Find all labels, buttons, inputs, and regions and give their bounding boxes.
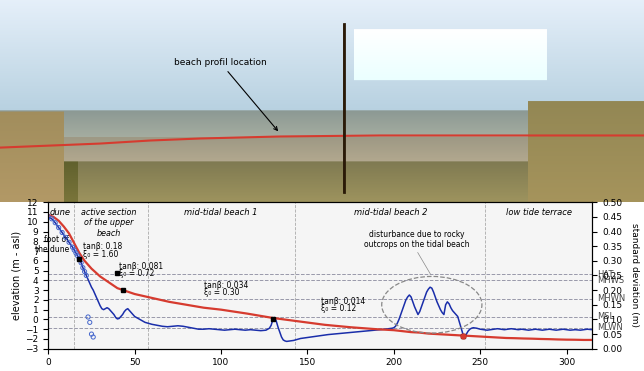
Point [46, 216, 57, 222]
Text: beach profil location: beach profil location [174, 58, 278, 130]
Point [43, 214, 53, 220]
Text: dune: dune [50, 208, 71, 217]
Text: low tide terrace: low tide terrace [506, 208, 572, 217]
Y-axis label: standard deviation (m): standard deviation (m) [630, 223, 639, 328]
Text: ξ₀ = 0.30: ξ₀ = 0.30 [204, 288, 240, 298]
Point [78, 265, 88, 270]
Point [64, 239, 74, 245]
Text: foot of
the dune: foot of the dune [35, 234, 69, 254]
Text: MLWN: MLWN [596, 323, 622, 332]
Text: tanβ: 0.18: tanβ: 0.18 [83, 242, 122, 251]
Point [61, 234, 71, 240]
Point [76, 260, 86, 266]
Point [69, 247, 79, 253]
Point [83, 314, 93, 320]
Point [79, 269, 90, 275]
Text: disturbance due to rocky
outcrops on the tidal beach: disturbance due to rocky outcrops on the… [363, 230, 469, 249]
Point [88, 334, 99, 340]
Text: ξ₀ = 1.60: ξ₀ = 1.60 [83, 250, 118, 259]
Text: MSL: MSL [596, 312, 614, 322]
Text: mid-tidal beach 1: mid-tidal beach 1 [184, 208, 258, 217]
Point [68, 244, 78, 250]
Point [81, 272, 91, 278]
Point [84, 319, 95, 325]
Text: ξ₀ = 0.12: ξ₀ = 0.12 [321, 304, 357, 313]
Point [73, 253, 83, 259]
Text: MHWS: MHWS [596, 276, 624, 285]
Text: mid-tidal beach 2: mid-tidal beach 2 [354, 208, 427, 217]
Text: ξ₀ = 0.72: ξ₀ = 0.72 [119, 269, 155, 278]
Point [71, 250, 81, 256]
Text: tanβ: 0.081: tanβ: 0.081 [119, 262, 164, 270]
Text: active section
of the upper
beach: active section of the upper beach [81, 208, 137, 238]
Text: HAT: HAT [596, 269, 613, 279]
Point [86, 331, 97, 337]
Point [57, 230, 67, 236]
Y-axis label: elevation (m - asl): elevation (m - asl) [11, 231, 21, 320]
Text: tanβ: 0.014: tanβ: 0.014 [321, 297, 366, 306]
Text: MHWN: MHWN [596, 295, 625, 303]
Point [53, 224, 64, 230]
Text: tanβ: 0.034: tanβ: 0.034 [204, 281, 248, 290]
Point [74, 256, 84, 262]
Point [50, 220, 61, 226]
